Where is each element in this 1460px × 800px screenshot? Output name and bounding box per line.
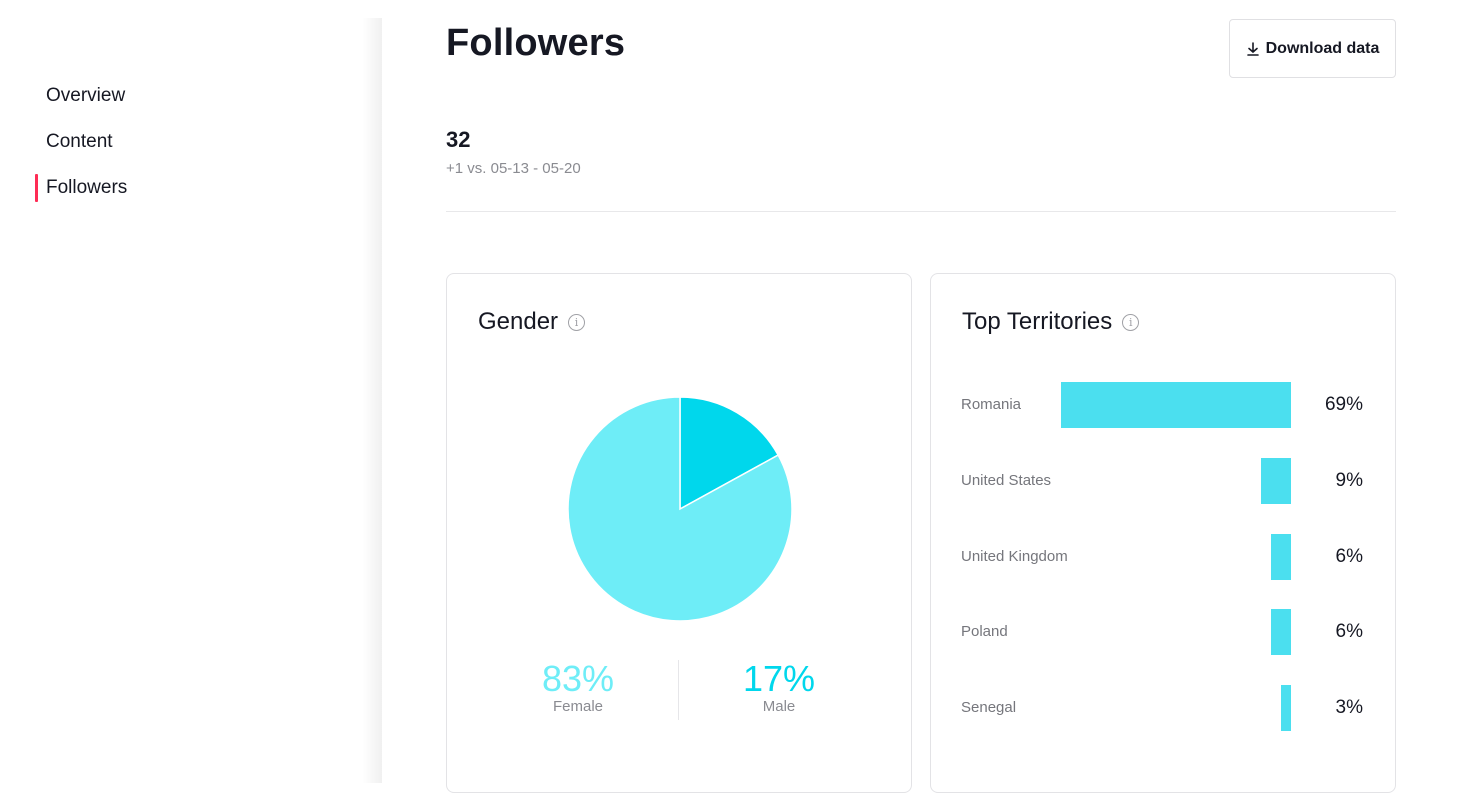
territory-name: United Kingdom: [961, 548, 1068, 565]
territory-percentage: 9%: [1335, 470, 1363, 491]
territory-bar: [1061, 382, 1291, 428]
info-icon[interactable]: i: [568, 313, 586, 331]
territory-name: Romania: [961, 396, 1022, 413]
male-percentage: 17%: [742, 658, 816, 699]
sidebar-item-content[interactable]: Content: [46, 131, 113, 152]
gender-pie-chart: [567, 396, 793, 622]
territory-percentage: 6%: [1335, 546, 1363, 567]
territory-percentage: 69%: [1324, 394, 1363, 415]
territory-row: Senegal 3%: [961, 685, 1371, 731]
territory-name: Poland: [961, 623, 1008, 640]
top-territories-card: Top Territories i Romania 69% United Sta…: [930, 273, 1396, 793]
sidebar-divider: [362, 18, 382, 783]
female-stat: 83% Female: [518, 660, 638, 716]
download-data-label: Download data: [1265, 39, 1380, 57]
male-stat: 17% Male: [719, 660, 839, 716]
territory-row: Romania 69%: [961, 382, 1371, 428]
female-percentage: 83%: [541, 658, 615, 699]
territory-row: Poland 6%: [961, 609, 1371, 655]
sidebar-nav: Overview Content Followers: [0, 18, 382, 783]
territory-row: United Kingdom 6%: [961, 534, 1371, 580]
territory-bar: [1271, 534, 1291, 580]
followers-comparison: +1 vs. 05-13 - 05-20: [446, 160, 581, 177]
territories-title-text: Top Territories: [962, 308, 1113, 335]
info-icon[interactable]: i: [1122, 313, 1140, 331]
pie-slice-female[interactable]: [567, 396, 793, 622]
territory-row: United States 9%: [961, 458, 1371, 504]
territory-name: Senegal: [961, 699, 1017, 716]
gender-stat-divider: [678, 660, 679, 720]
sidebar-item-followers[interactable]: Followers: [34, 174, 127, 202]
download-icon: [1246, 41, 1259, 56]
territory-bar: [1261, 458, 1291, 504]
page-title: Followers: [446, 22, 626, 64]
territory-bar: [1281, 685, 1291, 731]
territory-percentage: 3%: [1335, 697, 1363, 718]
female-label: Female: [552, 698, 604, 715]
pie-slice-male[interactable]: [679, 396, 780, 511]
gender-title: Gender i: [478, 308, 586, 336]
followers-count: 32: [446, 127, 471, 152]
territory-percentage: 6%: [1335, 621, 1363, 642]
territories-title: Top Territories i: [962, 308, 1140, 336]
male-label: Male: [762, 698, 796, 715]
territory-name: United States: [961, 472, 1052, 489]
gender-card: Gender i 83% Female 17% Male: [446, 273, 912, 793]
gender-title-text: Gender: [478, 308, 559, 335]
main-content: Followers Download data 32 +1 vs. 05-13 …: [382, 0, 1460, 800]
territory-bar: [1271, 609, 1291, 655]
sidebar-item-overview[interactable]: Overview: [46, 85, 126, 106]
download-data-button[interactable]: Download data: [1229, 19, 1396, 78]
section-divider: [446, 211, 1396, 212]
